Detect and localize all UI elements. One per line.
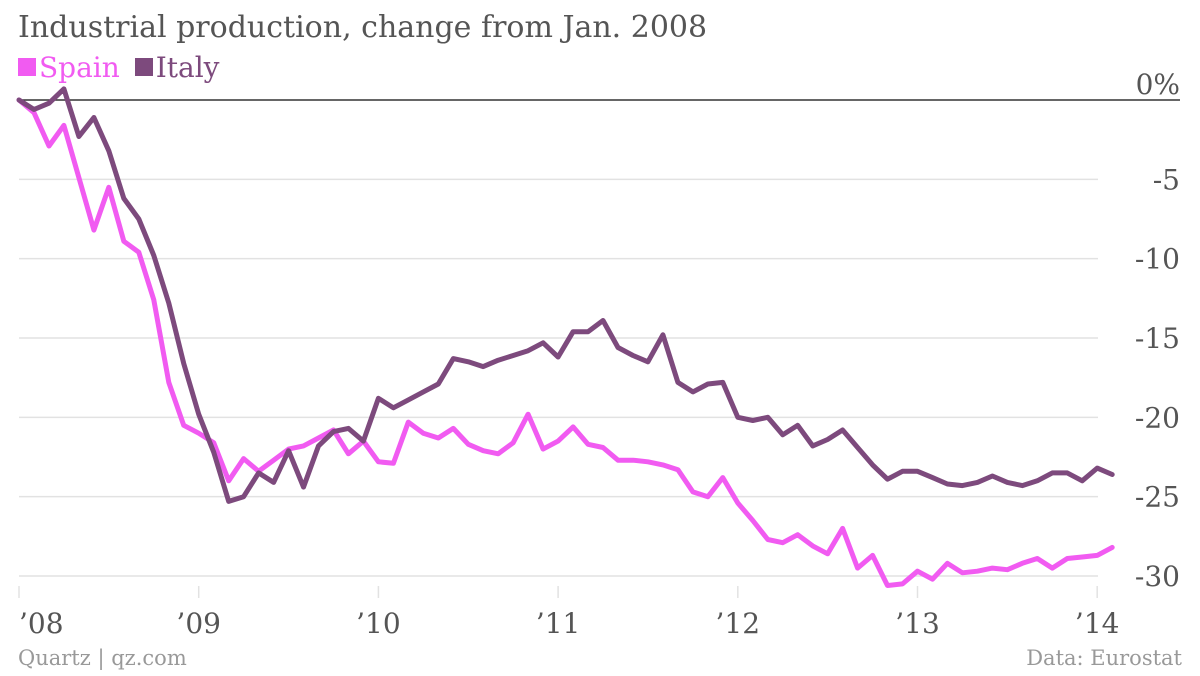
legend-item-italy: Italy — [134, 50, 220, 86]
x-tick-label: ’08 — [19, 607, 64, 640]
y-tick-label: -15 — [1135, 322, 1180, 355]
x-tick-label: ’09 — [176, 607, 221, 640]
x-tick-label: ’13 — [895, 607, 940, 640]
legend: Spain Italy — [18, 50, 225, 86]
data-source: Data: Eurostat — [1026, 646, 1182, 670]
y-tick-label: -10 — [1135, 243, 1180, 276]
x-tick-label: ’10 — [356, 607, 401, 640]
y-tick-label: -5 — [1153, 163, 1180, 196]
y-tick-label: 0% — [1136, 68, 1180, 101]
x-tick-label: ’11 — [536, 607, 581, 640]
chart-title: Industrial production, change from Jan. … — [18, 10, 708, 45]
legend-item-spain: Spain — [18, 50, 120, 86]
x-tick-label: ’12 — [716, 607, 761, 640]
legend-swatch-spain — [18, 58, 36, 76]
legend-swatch-italy — [134, 58, 153, 76]
x-tick-label: ’14 — [1075, 607, 1120, 640]
legend-label-italy: Italy — [155, 51, 220, 84]
series-line-italy — [16, 86, 1115, 504]
y-tick-label: -30 — [1135, 560, 1180, 593]
legend-label-spain: Spain — [39, 51, 120, 84]
series-line-spain — [16, 97, 1115, 588]
y-tick-label: -20 — [1135, 401, 1180, 434]
source-credit: Quartz | qz.com — [18, 646, 187, 670]
y-tick-label: -25 — [1135, 481, 1180, 514]
